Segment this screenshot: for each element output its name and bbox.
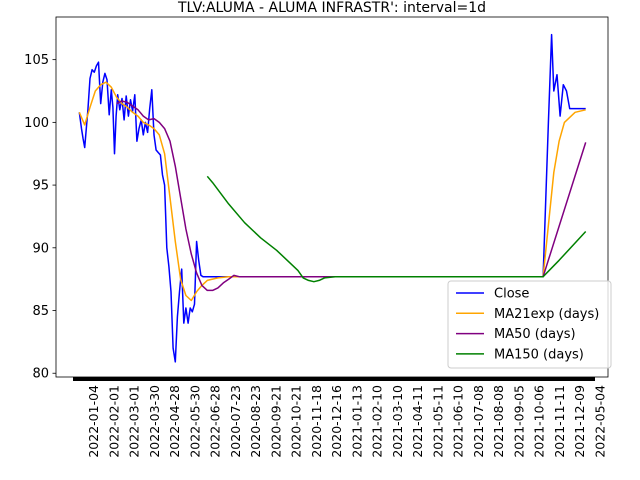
x-tick-label-12: 2020-12-16 [329, 385, 344, 458]
x-tick-label-25: 2022-05-04 [592, 385, 607, 458]
x-tick-label-4: 2022-04-28 [167, 385, 182, 458]
x-tick-label-18: 2021-06-10 [451, 385, 466, 458]
series-line-1 [78, 81, 586, 302]
series-line-3 [206, 175, 587, 283]
series-line-2 [116, 100, 587, 292]
x-tick-label-1: 2022-02-01 [106, 385, 121, 458]
y-tick-label-3: 95 [32, 179, 49, 194]
x-tick-label-14: 2021-02-10 [370, 385, 385, 458]
legend: Close MA21exp (days) MA50 (days) MA150 (day… [447, 280, 612, 369]
x-axis: 2022-01-04 2022-02-01 2022-03-01 2022-03-30… [73, 377, 607, 458]
x-tick-label-20: 2021-08-08 [491, 385, 506, 458]
x-tick-label-22: 2021-10-06 [532, 385, 547, 458]
y-axis: 80 85 90 95 100 105 [24, 53, 56, 382]
x-tick-label-24: 2021-12-09 [572, 385, 587, 458]
x-tick-label-16: 2021-04-11 [410, 385, 425, 458]
x-tick-label-2: 2022-03-01 [127, 385, 142, 458]
legend-label-2: MA50 (days) [494, 327, 576, 342]
x-tick-label-13: 2021-01-13 [349, 385, 364, 458]
x-tick-label-3: 2022-03-30 [147, 385, 162, 458]
x-tick-label-15: 2021-03-10 [390, 385, 405, 458]
x-tick-label-17: 2021-05-11 [430, 385, 445, 458]
legend-label-0: Close [494, 287, 529, 302]
y-tick-label-5: 105 [24, 53, 49, 68]
x-tick-label-6: 2022-06-28 [208, 385, 223, 458]
x-tick-label-23: 2021-11-11 [552, 385, 567, 458]
chart-title: TLV:ALUMA - ALUMA INFRASTR': interval=1d [177, 0, 486, 16]
y-tick-label-0: 80 [32, 367, 49, 382]
x-tick-label-10: 2020-10-21 [289, 385, 304, 458]
x-tick-label-7: 2020-07-23 [228, 385, 243, 458]
y-tick-label-1: 85 [32, 304, 49, 319]
x-tick-label-9: 2020-09-21 [268, 385, 283, 458]
x-tick-label-21: 2021-09-05 [511, 385, 526, 458]
legend-label-3: MA150 (days) [494, 347, 584, 362]
x-tick-label-8: 2020-08-23 [248, 385, 263, 458]
series-line-0 [78, 33, 586, 363]
x-tick-band [73, 377, 595, 381]
x-tick-label-5: 2022-05-30 [187, 385, 202, 458]
y-tick-label-2: 90 [32, 241, 49, 256]
legend-box [447, 280, 612, 369]
x-tick-label-19: 2021-07-08 [471, 385, 486, 458]
x-tick-label-0: 2022-01-04 [86, 385, 101, 458]
legend-label-1: MA21exp (days) [494, 307, 599, 322]
x-tick-label-11: 2020-11-18 [309, 385, 324, 458]
y-tick-label-4: 100 [24, 116, 49, 131]
